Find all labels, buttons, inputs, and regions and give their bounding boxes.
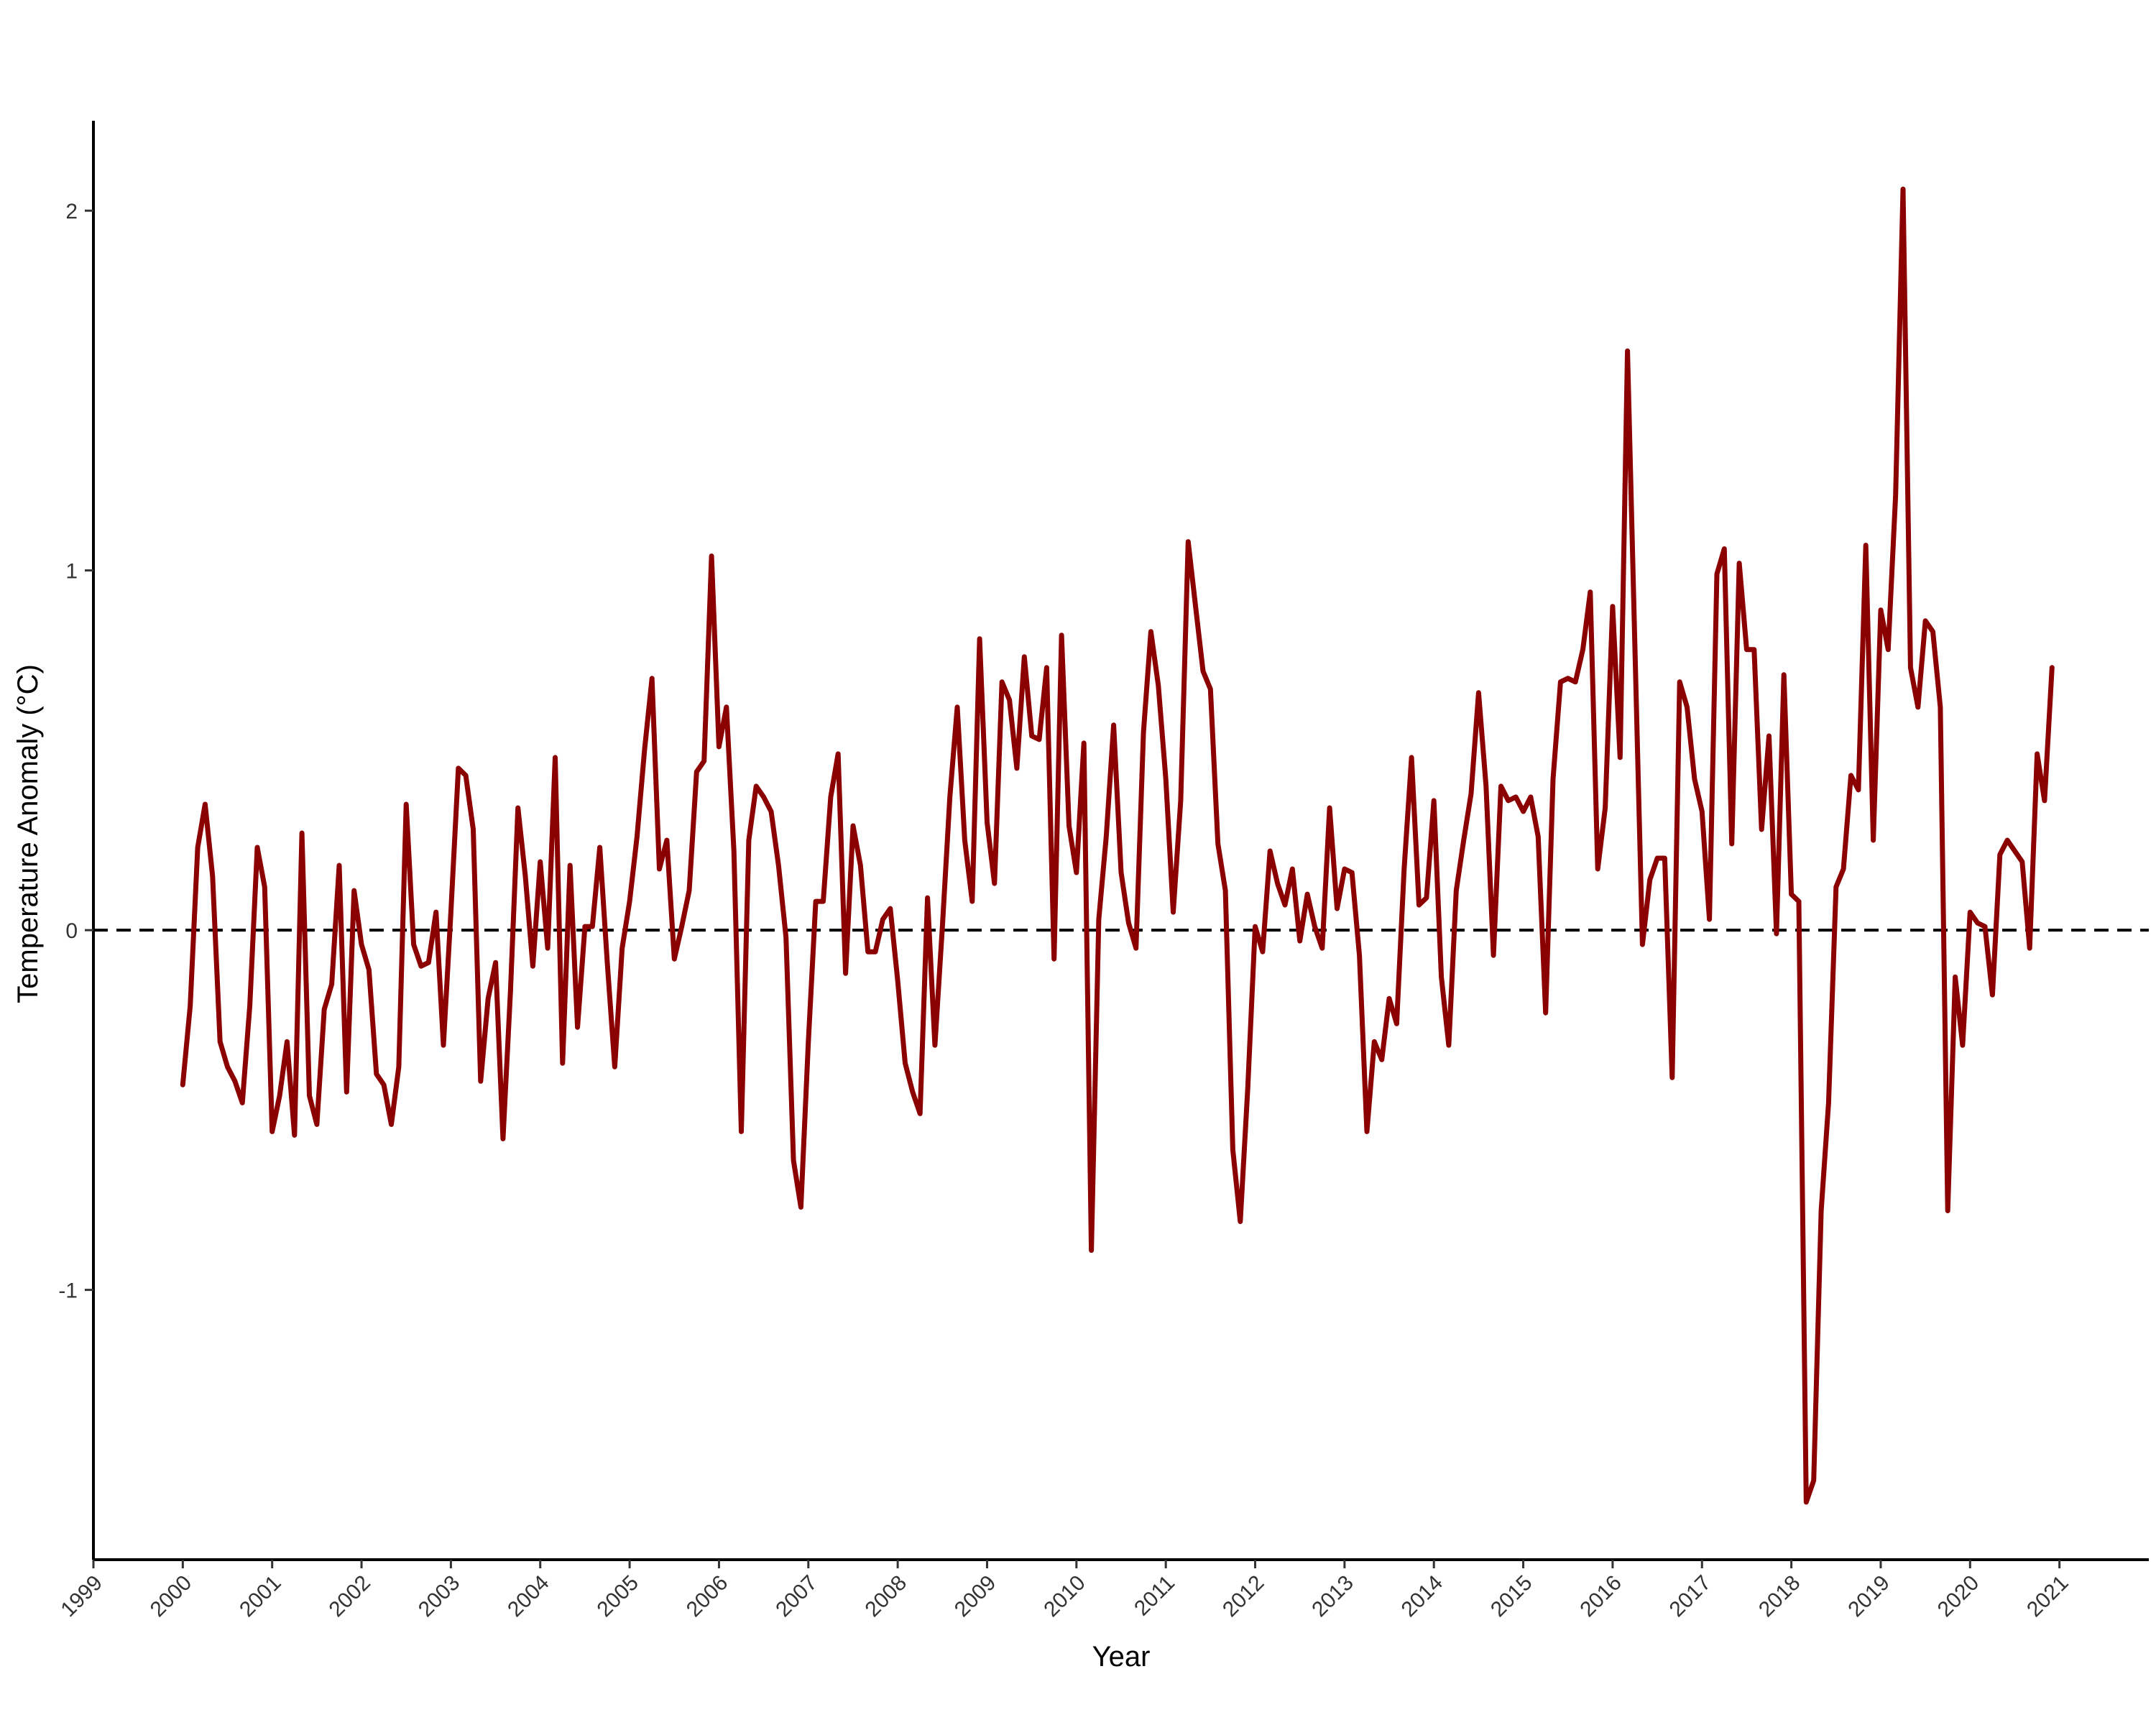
y-ticks: -1 0 1 2 <box>58 200 93 1303</box>
axes <box>92 121 2149 1561</box>
x-tick-label: 2006 <box>682 1571 733 1622</box>
x-tick-label: 2002 <box>324 1571 375 1622</box>
y-tick-label: 0 <box>65 919 78 943</box>
series-line-temperature-anomaly <box>180 186 2055 1505</box>
y-tick-label: 2 <box>65 200 78 224</box>
x-tick-label: 2005 <box>593 1571 644 1622</box>
x-tick-label: 1999 <box>56 1571 107 1622</box>
x-tick-label: 2014 <box>1397 1571 1448 1622</box>
x-tick-label: 2008 <box>861 1571 912 1622</box>
y-tick-label: 1 <box>65 560 78 584</box>
x-tick-label: 2021 <box>2022 1571 2073 1622</box>
x-tick-label: 2004 <box>503 1571 554 1622</box>
x-tick-label: 2010 <box>1039 1571 1090 1622</box>
x-tick-label: 2001 <box>235 1571 286 1622</box>
x-axis-title: Year <box>1092 1641 1151 1673</box>
x-tick-label: 2012 <box>1218 1571 1269 1622</box>
x-tick-label: 2016 <box>1575 1571 1626 1622</box>
y-tick-label: -1 <box>58 1279 78 1303</box>
x-tick-label: 2018 <box>1754 1571 1805 1622</box>
x-tick-label: 2013 <box>1307 1571 1358 1622</box>
series-layer <box>180 186 2055 1505</box>
x-tick-label: 2020 <box>1933 1571 1984 1622</box>
x-tick-label: 2019 <box>1843 1571 1894 1622</box>
x-tick-label: 2009 <box>950 1571 1001 1622</box>
x-ticks: 1999 2000 2001 2002 2003 2004 2005 2006 2007 2008… <box>56 1560 2073 1622</box>
x-tick-label: 2011 <box>1130 1571 1179 1621</box>
y-axis-title: Temperature Anomaly (°C) <box>12 664 44 1003</box>
x-tick-label: 2007 <box>771 1571 822 1622</box>
x-tick-label: 2000 <box>146 1571 197 1622</box>
x-tick-label: 2003 <box>414 1571 465 1622</box>
x-tick-label: 2015 <box>1486 1571 1537 1622</box>
x-tick-label: 2017 <box>1665 1571 1716 1622</box>
